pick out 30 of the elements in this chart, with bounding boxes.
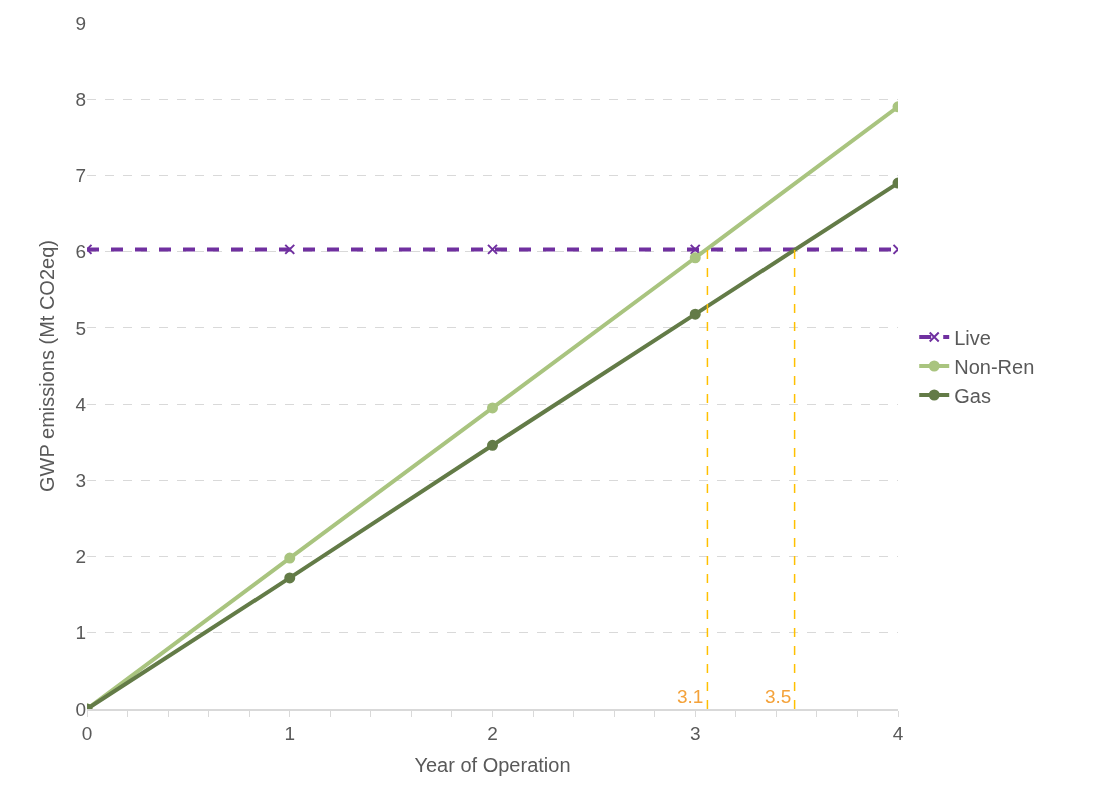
y-axis-title: GWP emissions (Mt CO2eq) xyxy=(35,240,58,492)
point xyxy=(487,439,498,451)
y-tick-label: 7 xyxy=(75,165,86,187)
point xyxy=(284,243,296,255)
y-tick-label: 0 xyxy=(75,698,86,720)
ref-line-label: 3.1 xyxy=(677,686,704,707)
legend-label: Non-Ren xyxy=(954,355,1035,378)
y-tick-label: 9 xyxy=(75,12,86,34)
y-tick-label: 6 xyxy=(75,241,86,263)
x-axis-title: Year of Operation xyxy=(414,753,571,776)
y-tick-label: 2 xyxy=(75,546,86,568)
legend-label: Live xyxy=(954,326,991,349)
x-tick-label: 2 xyxy=(487,722,498,744)
point xyxy=(689,252,701,264)
x-tick-label: 4 xyxy=(892,722,904,744)
point xyxy=(487,402,498,414)
y-tick-label: 5 xyxy=(75,317,86,339)
point xyxy=(689,308,701,320)
y-tick-label: 4 xyxy=(75,393,87,415)
point xyxy=(284,552,296,564)
y-tick-label: 3 xyxy=(75,469,86,491)
point xyxy=(284,572,296,584)
point xyxy=(689,243,701,255)
x-tick-label: 1 xyxy=(284,722,296,744)
legend-label: Gas xyxy=(954,384,991,407)
y-tick-label: 1 xyxy=(75,622,86,644)
y-tick-label: 8 xyxy=(75,88,86,110)
point xyxy=(487,243,498,255)
ref-line-label: 3.5 xyxy=(765,686,792,707)
x-tick-label: 3 xyxy=(689,722,701,744)
